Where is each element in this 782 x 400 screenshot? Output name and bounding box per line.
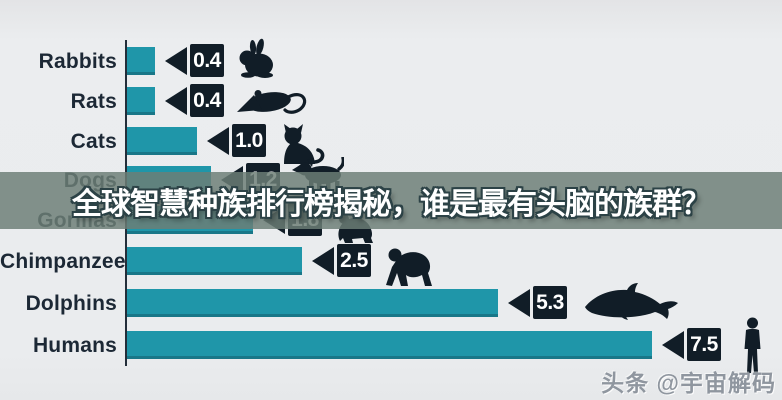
human-icon — [739, 317, 766, 375]
bar-rabbits — [127, 47, 155, 75]
watermark: 头条 @宇宙解码 — [601, 370, 776, 396]
arrow-left-icon — [165, 87, 187, 115]
bar-rats — [127, 87, 155, 115]
category-label-cats: Cats — [70, 130, 117, 153]
bar-dolphins — [127, 289, 498, 317]
arrow-left-icon — [312, 247, 334, 275]
category-label-chimpanzees: Chimpanzees — [0, 250, 138, 273]
arrow-left-icon — [508, 289, 530, 317]
banner-title: 全球智慧种族排行榜揭秘，谁是最有头脑的族群？ — [72, 187, 711, 221]
value-box-chimpanzees: 2.5 — [337, 244, 371, 277]
value-box-rabbits: 0.4 — [190, 44, 224, 77]
value-box-humans: 7.5 — [687, 328, 721, 361]
chimpanzee-icon — [386, 242, 434, 288]
arrow-left-icon — [662, 331, 684, 359]
bar-cats — [127, 127, 197, 155]
arrow-left-icon — [165, 47, 187, 75]
rat-icon — [236, 87, 308, 117]
value-box-cats: 1.0 — [232, 124, 266, 157]
arrow-left-icon — [207, 127, 229, 155]
category-label-humans: Humans — [32, 334, 117, 357]
bar-chimpanzees — [127, 247, 302, 275]
bar-humans — [127, 331, 652, 359]
category-label-rabbits: Rabbits — [38, 50, 117, 73]
category-label-rats: Rats — [70, 90, 117, 113]
cat-icon — [277, 123, 327, 165]
value-box-rats: 0.4 — [190, 84, 224, 117]
dolphin-icon — [583, 283, 680, 323]
category-label-dolphins: Dolphins — [25, 292, 117, 315]
rabbit-icon — [236, 38, 276, 78]
value-box-dolphins: 5.3 — [533, 286, 567, 319]
title-banner: 全球智慧种族排行榜揭秘，谁是最有头脑的族群？ — [0, 172, 782, 229]
